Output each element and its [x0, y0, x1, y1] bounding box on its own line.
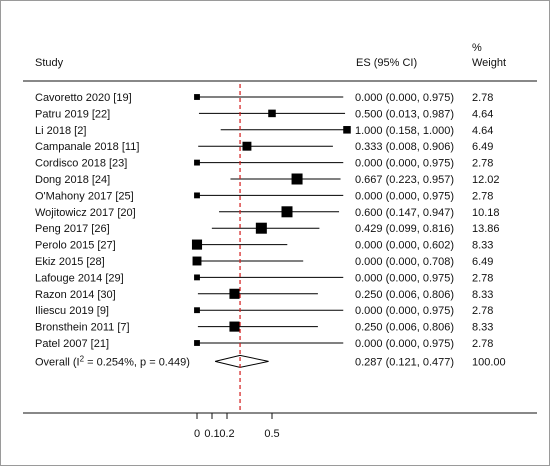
overall-es-ci-value: 0.287 (0.121, 0.477) [355, 356, 454, 368]
weight-value: 2.78 [472, 92, 493, 104]
x-tick-label: 0.2 [219, 428, 234, 440]
weight-value: 4.64 [472, 125, 493, 137]
study-row: O'Mahony 2017 [25] 0.000 (0.000, 0.975) 2.… [35, 190, 493, 202]
effect-size-marker [229, 288, 240, 299]
weight-value: 12.02 [472, 174, 500, 186]
es-ci-value: 0.333 (0.008, 0.906) [355, 141, 454, 153]
es-ci-value: 0.667 (0.223, 0.957) [355, 174, 454, 186]
x-axis: 0 0.1 0.2 0.5 [194, 413, 280, 440]
study-label: Iliescu 2019 [9] [35, 305, 109, 317]
effect-size-marker [242, 141, 252, 151]
study-label: Peng 2017 [26] [35, 223, 110, 235]
effect-size-marker [343, 126, 351, 134]
study-row: Campanale 2018 [11] 0.333 (0.008, 0.906) 6… [35, 141, 493, 153]
study-label: Razon 2014 [30] [35, 289, 116, 301]
study-row: Ekiz 2015 [28] 0.000 (0.000, 0.708) 6.49 [35, 256, 493, 268]
effect-size-marker [194, 192, 200, 199]
study-label: Dong 2018 [24] [35, 174, 110, 186]
effect-size-marker [194, 307, 200, 314]
es-ci-value: 0.600 (0.147, 0.947) [355, 207, 454, 219]
study-row: Li 2018 [2] 1.000 (0.158, 1.000) 4.64 [35, 125, 493, 137]
study-label: Bronsthein 2011 [7] [35, 322, 130, 334]
overall-label: Overall (I2 = 0.254%, p = 0.449) [35, 354, 190, 368]
es-ci-value: 0.500 (0.013, 0.987) [355, 108, 454, 120]
weight-value: 2.78 [472, 190, 493, 202]
es-ci-value: 0.000 (0.000, 0.975) [355, 272, 454, 284]
study-row: Lafouge 2014 [29] 0.000 (0.000, 0.975) 2.7… [35, 272, 493, 284]
study-row: Perolo 2015 [27] 0.000 (0.000, 0.602) 8.33 [35, 239, 493, 252]
effect-size-marker [281, 206, 293, 218]
x-tick-label: 0.5 [264, 428, 279, 440]
effect-size-marker [291, 173, 303, 185]
study-label: Wojitowicz 2017 [20] [35, 207, 136, 219]
study-row: Cavoretto 2020 [19] 0.000 (0.000, 0.975) 2… [35, 92, 493, 104]
study-rows: Cavoretto 2020 [19] 0.000 (0.000, 0.975) 2… [35, 92, 500, 350]
study-row: Wojitowicz 2017 [20] 0.600 (0.147, 0.947)… [35, 206, 500, 219]
weight-header-percent: % [472, 42, 482, 54]
study-row: Patru 2019 [22] 0.500 (0.013, 0.987) 4.64 [35, 108, 493, 120]
es-ci-value: 0.000 (0.000, 0.975) [355, 158, 454, 170]
overall-diamond [215, 354, 269, 368]
study-label: Perolo 2015 [27] [35, 240, 116, 252]
x-tick-label: 0.1 [204, 428, 219, 440]
effect-size-marker [194, 94, 200, 100]
study-row: Bronsthein 2011 [7] 0.250 (0.006, 0.806) 8… [35, 321, 493, 334]
weight-value: 13.86 [472, 223, 500, 235]
study-row: Peng 2017 [26] 0.429 (0.099, 0.816) 13.86 [35, 222, 500, 235]
effect-size-marker [192, 256, 202, 266]
weight-value: 2.78 [472, 158, 493, 170]
study-label: Campanale 2018 [11] [35, 141, 139, 153]
x-tick-label: 0 [194, 428, 200, 440]
study-label: Lafouge 2014 [29] [35, 272, 124, 284]
es-ci-value: 0.000 (0.000, 0.975) [355, 190, 454, 202]
study-row: Dong 2018 [24] 0.667 (0.223, 0.957) 12.02 [35, 173, 500, 186]
study-row: Patel 2007 [21] 0.000 (0.000, 0.975) 2.78 [35, 338, 493, 350]
weight-value: 8.33 [472, 289, 493, 301]
es-ci-value: 0.250 (0.006, 0.806) [355, 322, 454, 334]
study-row: Razon 2014 [30] 0.250 (0.006, 0.806) 8.33 [35, 288, 493, 301]
effect-size-marker [194, 159, 200, 166]
weight-value: 2.78 [472, 338, 493, 350]
es-ci-value: 0.000 (0.000, 0.975) [355, 92, 454, 104]
es-ci-value: 0.000 (0.000, 0.602) [355, 240, 454, 252]
es-ci-value: 0.429 (0.099, 0.816) [355, 223, 454, 235]
effect-size-marker [194, 274, 200, 281]
es-ci-value: 0.000 (0.000, 0.975) [355, 338, 454, 350]
weight-value: 6.49 [472, 141, 493, 153]
weight-value: 8.33 [472, 322, 493, 334]
effect-size-marker [268, 109, 276, 118]
weight-value: 8.33 [472, 240, 493, 252]
weight-value: 10.18 [472, 207, 500, 219]
weight-value: 2.78 [472, 305, 493, 317]
effect-size-marker [229, 321, 240, 332]
study-label: Cavoretto 2020 [19] [35, 92, 132, 104]
effect-size-marker [255, 222, 267, 234]
es-ci-value: 0.250 (0.006, 0.806) [355, 289, 454, 301]
study-label: O'Mahony 2017 [25] [35, 190, 134, 202]
weight-value: 4.64 [472, 108, 493, 120]
es-ci-value: 0.000 (0.000, 0.708) [355, 256, 454, 268]
es-ci-value: 0.000 (0.000, 0.975) [355, 305, 454, 317]
weight-value: 2.78 [472, 272, 493, 284]
study-label: Ekiz 2015 [28] [35, 256, 105, 268]
study-row: Cordisco 2018 [23] 0.000 (0.000, 0.975) 2.… [35, 158, 493, 170]
es-ci-value: 1.000 (0.158, 1.000) [355, 125, 454, 137]
study-row: Iliescu 2019 [9] 0.000 (0.000, 0.975) 2.78 [35, 305, 493, 317]
study-label: Cordisco 2018 [23] [35, 158, 127, 170]
study-label: Li 2018 [2] [35, 125, 86, 137]
study-label: Patel 2007 [21] [35, 338, 109, 350]
effect-size-marker [194, 340, 200, 346]
overall-row: Overall (I2 = 0.254%, p = 0.449) 0.287 (0… [35, 354, 506, 368]
effect-size-marker [191, 239, 203, 250]
overall-weight-value: 100.00 [472, 356, 506, 368]
study-column-header: Study [35, 57, 64, 69]
study-label: Patru 2019 [22] [35, 108, 110, 120]
es-column-header: ES (95% CI) [356, 57, 417, 69]
weight-column-header: Weight [472, 57, 506, 69]
weight-value: 6.49 [472, 256, 493, 268]
